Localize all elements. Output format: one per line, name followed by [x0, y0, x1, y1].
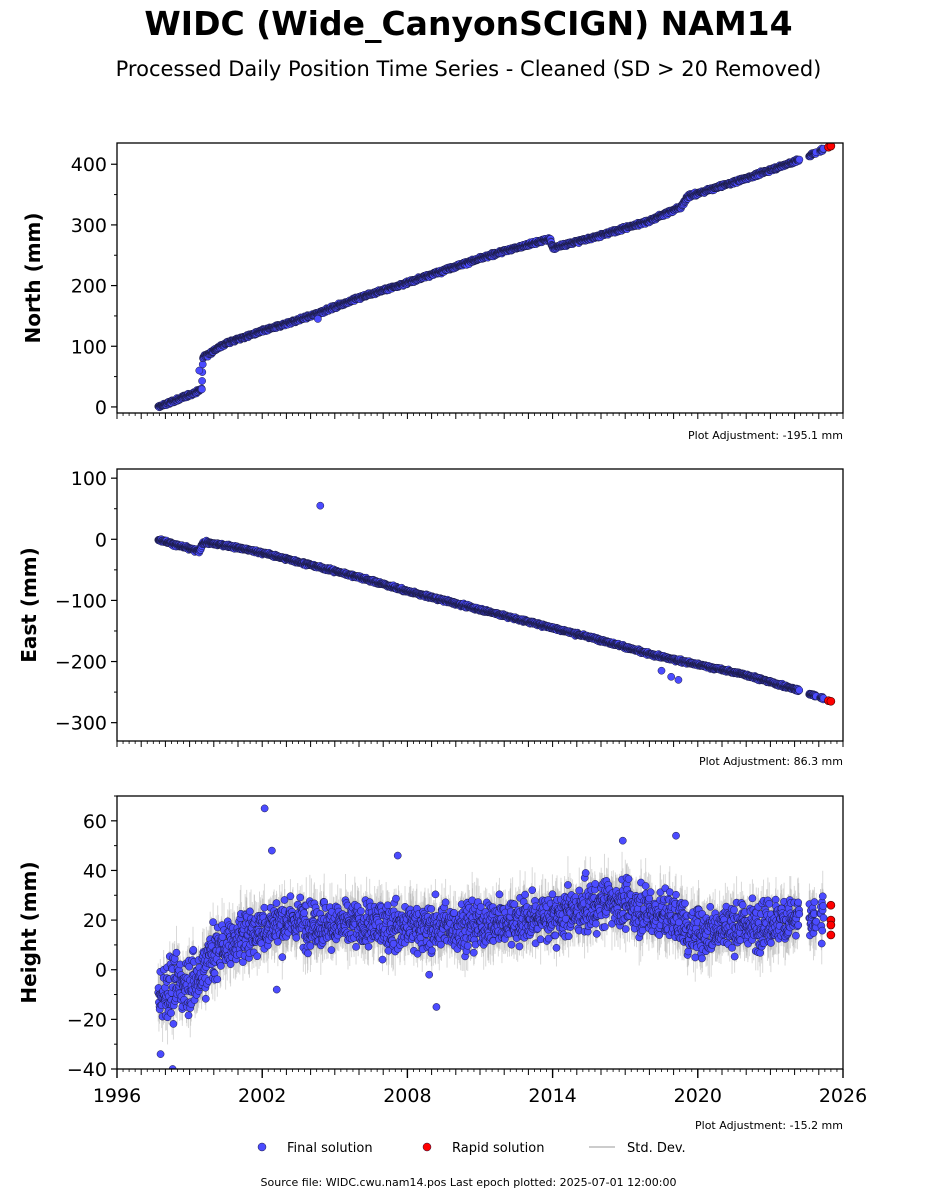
panel-1: 0 100 200 300 400 North (mm) Plot Adjustment: … — [21, 142, 844, 442]
page-subtitle: Processed Daily Position Time Series - C… — [115, 57, 822, 81]
stddev-bars — [157, 537, 825, 702]
y-tick-label: 300 — [71, 215, 107, 237]
final-solution-point — [795, 155, 804, 164]
final-solution-points — [154, 144, 828, 412]
y-axis-label: North (mm) — [21, 212, 45, 343]
final-solution-outlier — [195, 366, 204, 375]
plot-area-1 — [154, 143, 836, 412]
y-tick-label: 200 — [71, 276, 107, 298]
page-title: WIDC (Wide_CanyonSCIGN) NAM14 — [144, 4, 793, 43]
final-solution-outlier — [314, 315, 322, 323]
y-axis: 0 100 200 300 400 — [71, 154, 117, 419]
final-solution-point — [198, 385, 206, 394]
plot-adjustment-note: Plot Adjustment: -195.1 mm — [688, 429, 843, 442]
final-solution-point — [198, 377, 206, 385]
x-axis — [116, 413, 844, 419]
y-tick-label: 400 — [71, 154, 107, 176]
plot-area-2 — [154, 501, 836, 706]
y-tick-label: 0 — [95, 397, 107, 419]
y-tick-label: 100 — [71, 336, 107, 358]
